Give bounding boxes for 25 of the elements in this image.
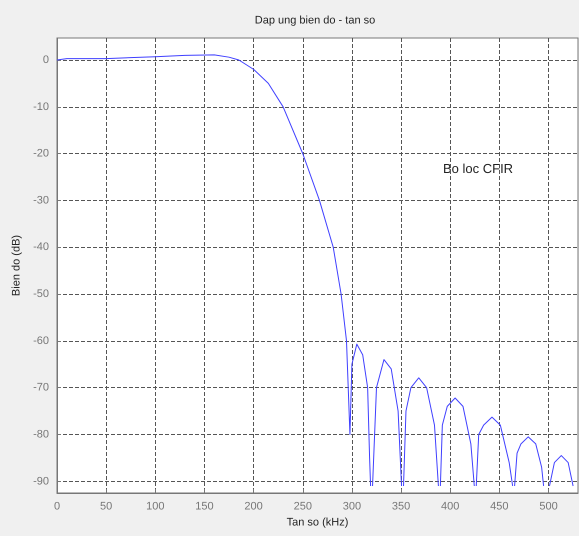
- y-axis-title: Bien do (dB): [10, 234, 23, 296]
- y-tick-label: -90: [33, 475, 49, 488]
- y-tick-label: 0: [42, 54, 49, 66]
- x-tick-label: 0: [54, 500, 60, 512]
- x-axis-title: Tan so (kHz): [286, 516, 348, 528]
- y-tick-label: -80: [33, 428, 49, 440]
- x-tick-label: 450: [490, 500, 509, 512]
- x-tick-label: 500: [539, 500, 558, 512]
- x-tick-label: 200: [244, 500, 263, 512]
- x-tick-label: 50: [100, 500, 112, 512]
- y-tick-label: -30: [33, 194, 49, 206]
- y-tick-label: -20: [33, 148, 49, 160]
- x-tick-label: 100: [146, 500, 164, 512]
- y-tick-label: -50: [33, 288, 49, 300]
- y-tick-label: -60: [33, 334, 49, 347]
- x-tick-label: 400: [441, 500, 460, 512]
- x-tick-label: 300: [342, 500, 362, 512]
- x-tick-label: 250: [294, 500, 312, 512]
- y-tick-label: -40: [33, 241, 49, 254]
- y-tick-label: -10: [33, 100, 49, 113]
- x-tick-label: 150: [195, 500, 214, 512]
- chart-title: Dap ung bien do - tan so: [254, 14, 376, 26]
- annotation: Bo loc CFIR: [443, 161, 514, 176]
- y-tick-label: -70: [33, 382, 49, 394]
- x-tick-label: 350: [392, 500, 410, 512]
